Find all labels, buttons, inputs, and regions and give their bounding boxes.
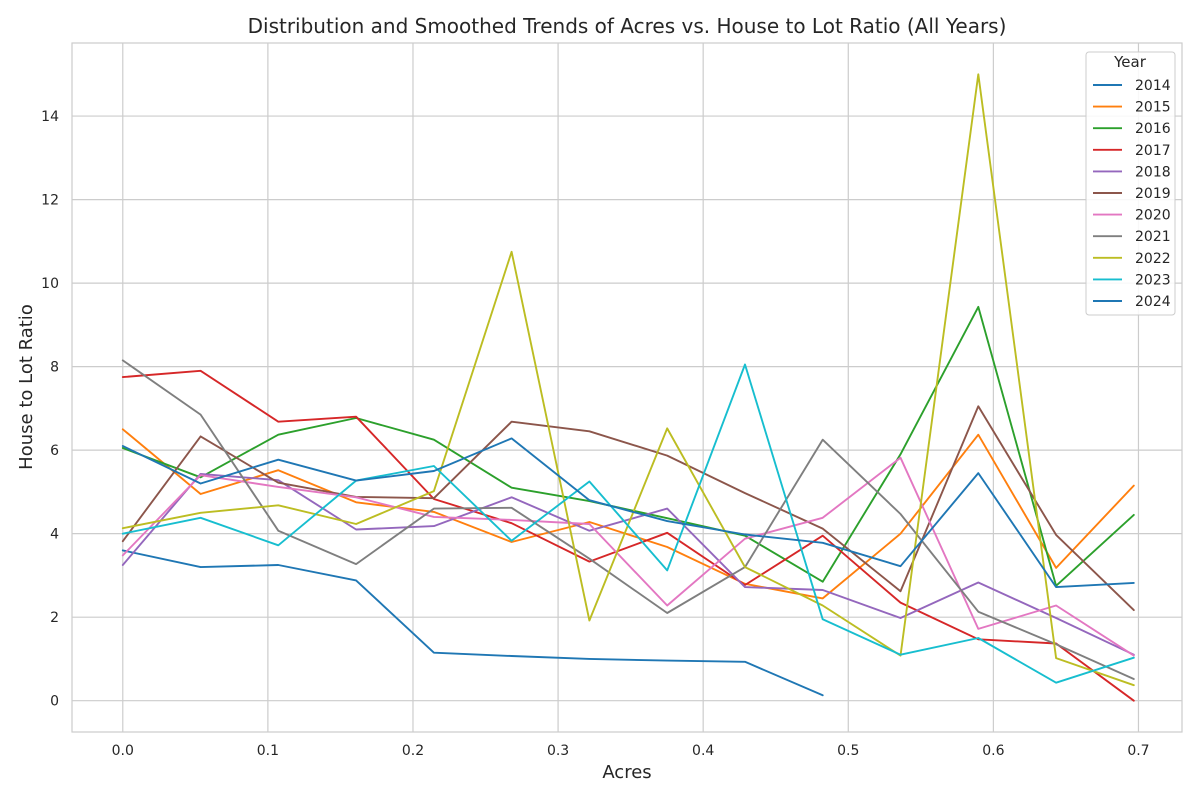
legend-label: 2019 bbox=[1135, 186, 1171, 202]
y-tick-label: 0 bbox=[50, 694, 59, 710]
x-axis-ticks: 0.0 0.1 0.2 0.3 0.4 0.5 0.6 0.7 bbox=[112, 743, 1150, 759]
series-line-2016 bbox=[121, 305, 1135, 587]
y-tick-label: 8 bbox=[50, 360, 59, 376]
series-line-2024 bbox=[121, 437, 1135, 589]
legend-items: 2014 2015 2016 2017 2018 2019 2020 2021 2022 2023… bbox=[1093, 78, 1171, 310]
y-axis-ticks: 0 2 4 6 8 10 12 14 bbox=[41, 109, 59, 710]
legend-label: 2015 bbox=[1135, 100, 1171, 116]
x-tick-label: 0.0 bbox=[112, 743, 134, 759]
series-line-2014 bbox=[121, 549, 824, 697]
x-tick-label: 0.3 bbox=[547, 743, 569, 759]
legend-label: 2021 bbox=[1135, 229, 1171, 245]
x-tick-label: 0.2 bbox=[402, 743, 424, 759]
y-tick-label: 6 bbox=[50, 443, 59, 459]
legend-title: Year bbox=[1113, 53, 1147, 71]
y-tick-label: 12 bbox=[41, 193, 59, 209]
series-lines bbox=[121, 73, 1135, 702]
legend-label: 2014 bbox=[1135, 78, 1171, 94]
series-line-2015 bbox=[121, 428, 1135, 600]
legend-label: 2020 bbox=[1135, 208, 1171, 224]
plot-frame bbox=[71, 42, 1183, 733]
series-line-2020 bbox=[121, 456, 1135, 657]
x-tick-label: 0.1 bbox=[257, 743, 279, 759]
legend-label: 2017 bbox=[1135, 143, 1171, 159]
legend-label: 2022 bbox=[1135, 251, 1171, 267]
x-tick-label: 0.5 bbox=[837, 743, 859, 759]
legend: Year 2014 2015 2016 2017 2018 2019 2020 2021 202… bbox=[1085, 51, 1176, 316]
series-line-2022 bbox=[121, 73, 1135, 687]
legend-label: 2024 bbox=[1135, 294, 1171, 310]
series-line-2023 bbox=[121, 363, 1135, 684]
y-tick-label: 4 bbox=[50, 527, 59, 543]
chart-title: Distribution and Smoothed Trends of Acre… bbox=[248, 14, 1007, 38]
series-line-2019 bbox=[121, 405, 1135, 612]
y-tick-label: 10 bbox=[41, 276, 59, 292]
series-line-2017 bbox=[121, 369, 1135, 702]
legend-label: 2018 bbox=[1135, 164, 1171, 180]
series-line-2021 bbox=[121, 359, 1135, 680]
legend-label: 2016 bbox=[1135, 121, 1171, 137]
y-axis-label: House to Lot Ratio bbox=[16, 304, 37, 470]
y-tick-label: 14 bbox=[41, 109, 59, 125]
plot-area bbox=[71, 42, 1183, 733]
legend-box bbox=[1085, 51, 1176, 316]
y-tick-label: 2 bbox=[50, 610, 59, 626]
x-axis-label: Acres bbox=[602, 762, 651, 783]
x-tick-label: 0.7 bbox=[1127, 743, 1149, 759]
x-tick-label: 0.4 bbox=[692, 743, 714, 759]
legend-label: 2023 bbox=[1135, 272, 1171, 288]
x-tick-label: 0.6 bbox=[982, 743, 1004, 759]
